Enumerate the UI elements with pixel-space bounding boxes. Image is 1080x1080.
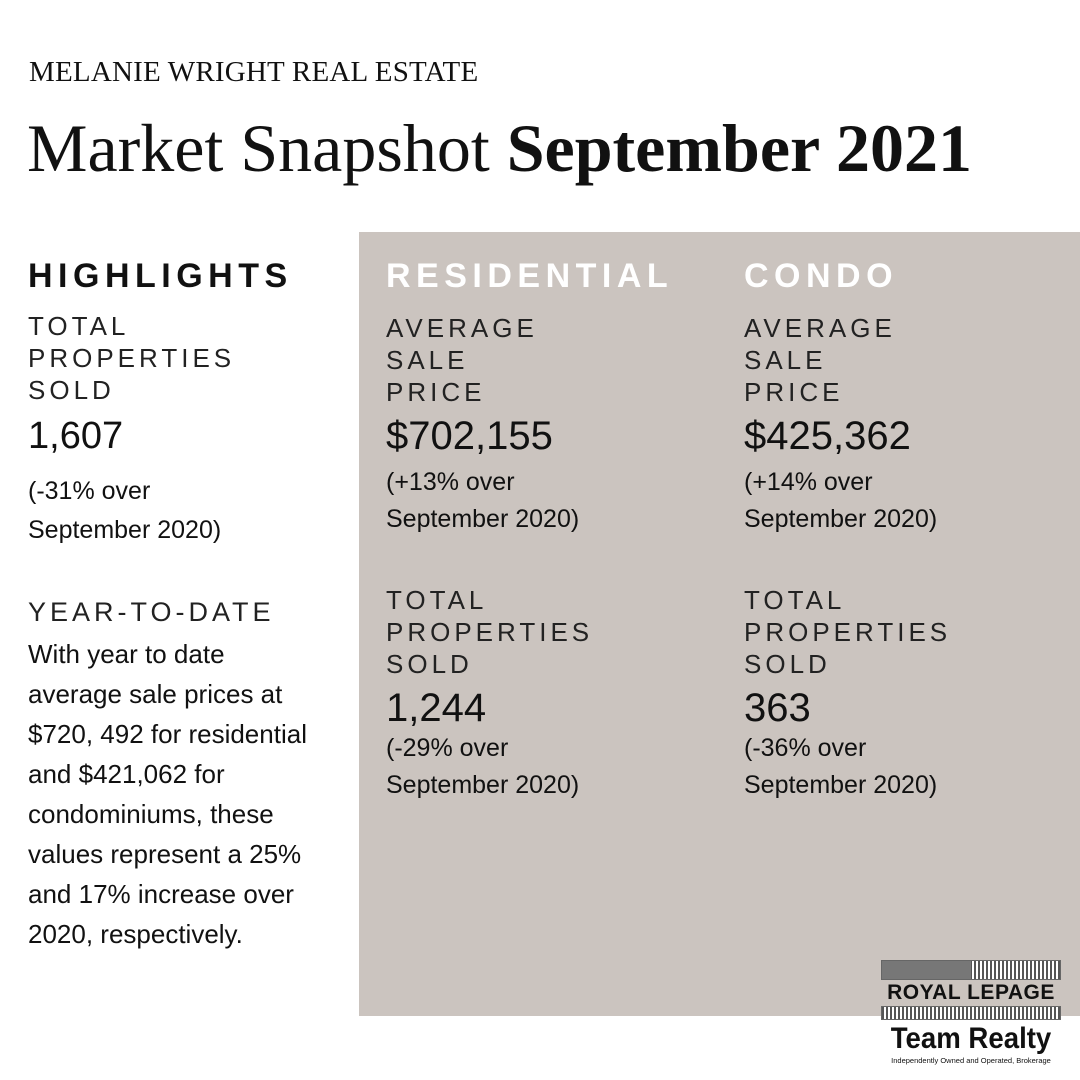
label-line: PROPERTIES xyxy=(744,617,952,647)
title-bold: September 2021 xyxy=(506,110,972,186)
ytd-line: average sale prices at xyxy=(28,679,283,709)
stats-panel xyxy=(359,232,1080,1016)
condo-avg-label: AVERAGE SALE PRICE xyxy=(744,312,1044,408)
condo-total-value: 363 xyxy=(744,686,811,730)
highlights-total-value: 1,607 xyxy=(28,415,124,457)
residential-total-change: (-29% over September 2020) xyxy=(386,730,646,804)
ytd-line: values represent a 25% xyxy=(28,839,302,869)
residential-avg-value: $702,155 xyxy=(386,414,553,458)
condo-column: CONDO AVERAGE SALE PRICE $425,362 (+14% … xyxy=(744,256,1044,804)
label-line: PRICE xyxy=(744,377,844,407)
highlights-column: HIGHLIGHTS TOTAL PROPERTIES SOLD 1,607 (… xyxy=(28,256,338,954)
change-line: (-36% over xyxy=(744,734,867,762)
ytd-text: With year to date average sale prices at… xyxy=(28,634,338,954)
condo-total-label: TOTAL PROPERTIES SOLD xyxy=(744,584,1044,680)
change-line: September 2020) xyxy=(744,505,938,533)
change-line: (-31% over xyxy=(28,477,151,505)
change-line: (+14% over xyxy=(744,468,873,496)
ytd-label: YEAR-TO-DATE xyxy=(28,597,275,627)
residential-avg-change: (+13% over September 2020) xyxy=(386,464,646,538)
change-line: (-29% over xyxy=(386,734,509,762)
ytd-line: condominiums, these xyxy=(28,799,274,829)
logo-barcode-bottom xyxy=(881,1006,1061,1020)
royal-lepage-logo: ROYAL LEPAGE Team Realty Independently O… xyxy=(881,960,1061,1072)
label-line: SOLD xyxy=(744,649,831,679)
residential-column: RESIDENTIAL AVERAGE SALE PRICE $702,155 … xyxy=(386,256,686,804)
logo-line2: Team Realty xyxy=(890,1022,1052,1055)
condo-total-change: (-36% over September 2020) xyxy=(744,730,1004,804)
label-line: AVERAGE xyxy=(386,313,538,343)
label-line: TOTAL xyxy=(28,311,130,341)
highlights-heading: HIGHLIGHTS xyxy=(28,257,293,295)
page-title: Market Snapshot September 2021 xyxy=(27,108,972,188)
change-line: September 2020) xyxy=(386,771,580,799)
label-line: SALE xyxy=(386,345,469,375)
logo-barcode-top xyxy=(881,960,1061,980)
condo-avg-change: (+14% over September 2020) xyxy=(744,464,1004,538)
label-line: SOLD xyxy=(386,649,473,679)
label-line: TOTAL xyxy=(744,585,846,615)
ytd-line: and $421,062 for xyxy=(28,759,225,789)
highlights-total-change: (-31% over September 2020) xyxy=(28,472,288,550)
condo-heading: CONDO xyxy=(744,257,899,295)
condo-avg-value: $425,362 xyxy=(744,414,911,458)
residential-total-label: TOTAL PROPERTIES SOLD xyxy=(386,584,686,680)
change-line: September 2020) xyxy=(28,516,222,544)
residential-avg-label: AVERAGE SALE PRICE xyxy=(386,312,686,408)
title-regular: Market Snapshot xyxy=(27,110,507,186)
change-line: (+13% over xyxy=(386,468,515,496)
label-line: PROPERTIES xyxy=(28,343,236,373)
residential-heading: RESIDENTIAL xyxy=(386,257,674,295)
ytd-line: With year to date xyxy=(28,639,225,669)
change-line: September 2020) xyxy=(744,771,938,799)
highlights-total-label: TOTAL PROPERTIES SOLD xyxy=(28,310,328,406)
label-line: SOLD xyxy=(28,375,115,405)
label-line: PRICE xyxy=(386,377,486,407)
ytd-line: $720, 492 for residential xyxy=(28,719,307,749)
ytd-line: 2020, respectively. xyxy=(28,919,243,949)
logo-tagline: Independently Owned and Operated, Broker… xyxy=(891,1056,1051,1065)
logo-line1: ROYAL LEPAGE xyxy=(887,981,1055,1004)
label-line: SALE xyxy=(744,345,827,375)
label-line: PROPERTIES xyxy=(386,617,594,647)
change-line: September 2020) xyxy=(386,505,580,533)
residential-total-value: 1,244 xyxy=(386,686,487,730)
label-line: AVERAGE xyxy=(744,313,896,343)
label-line: TOTAL xyxy=(386,585,488,615)
ytd-line: and 17% increase over xyxy=(28,879,294,909)
brand-name: MELANIE WRIGHT REAL ESTATE xyxy=(29,56,479,88)
